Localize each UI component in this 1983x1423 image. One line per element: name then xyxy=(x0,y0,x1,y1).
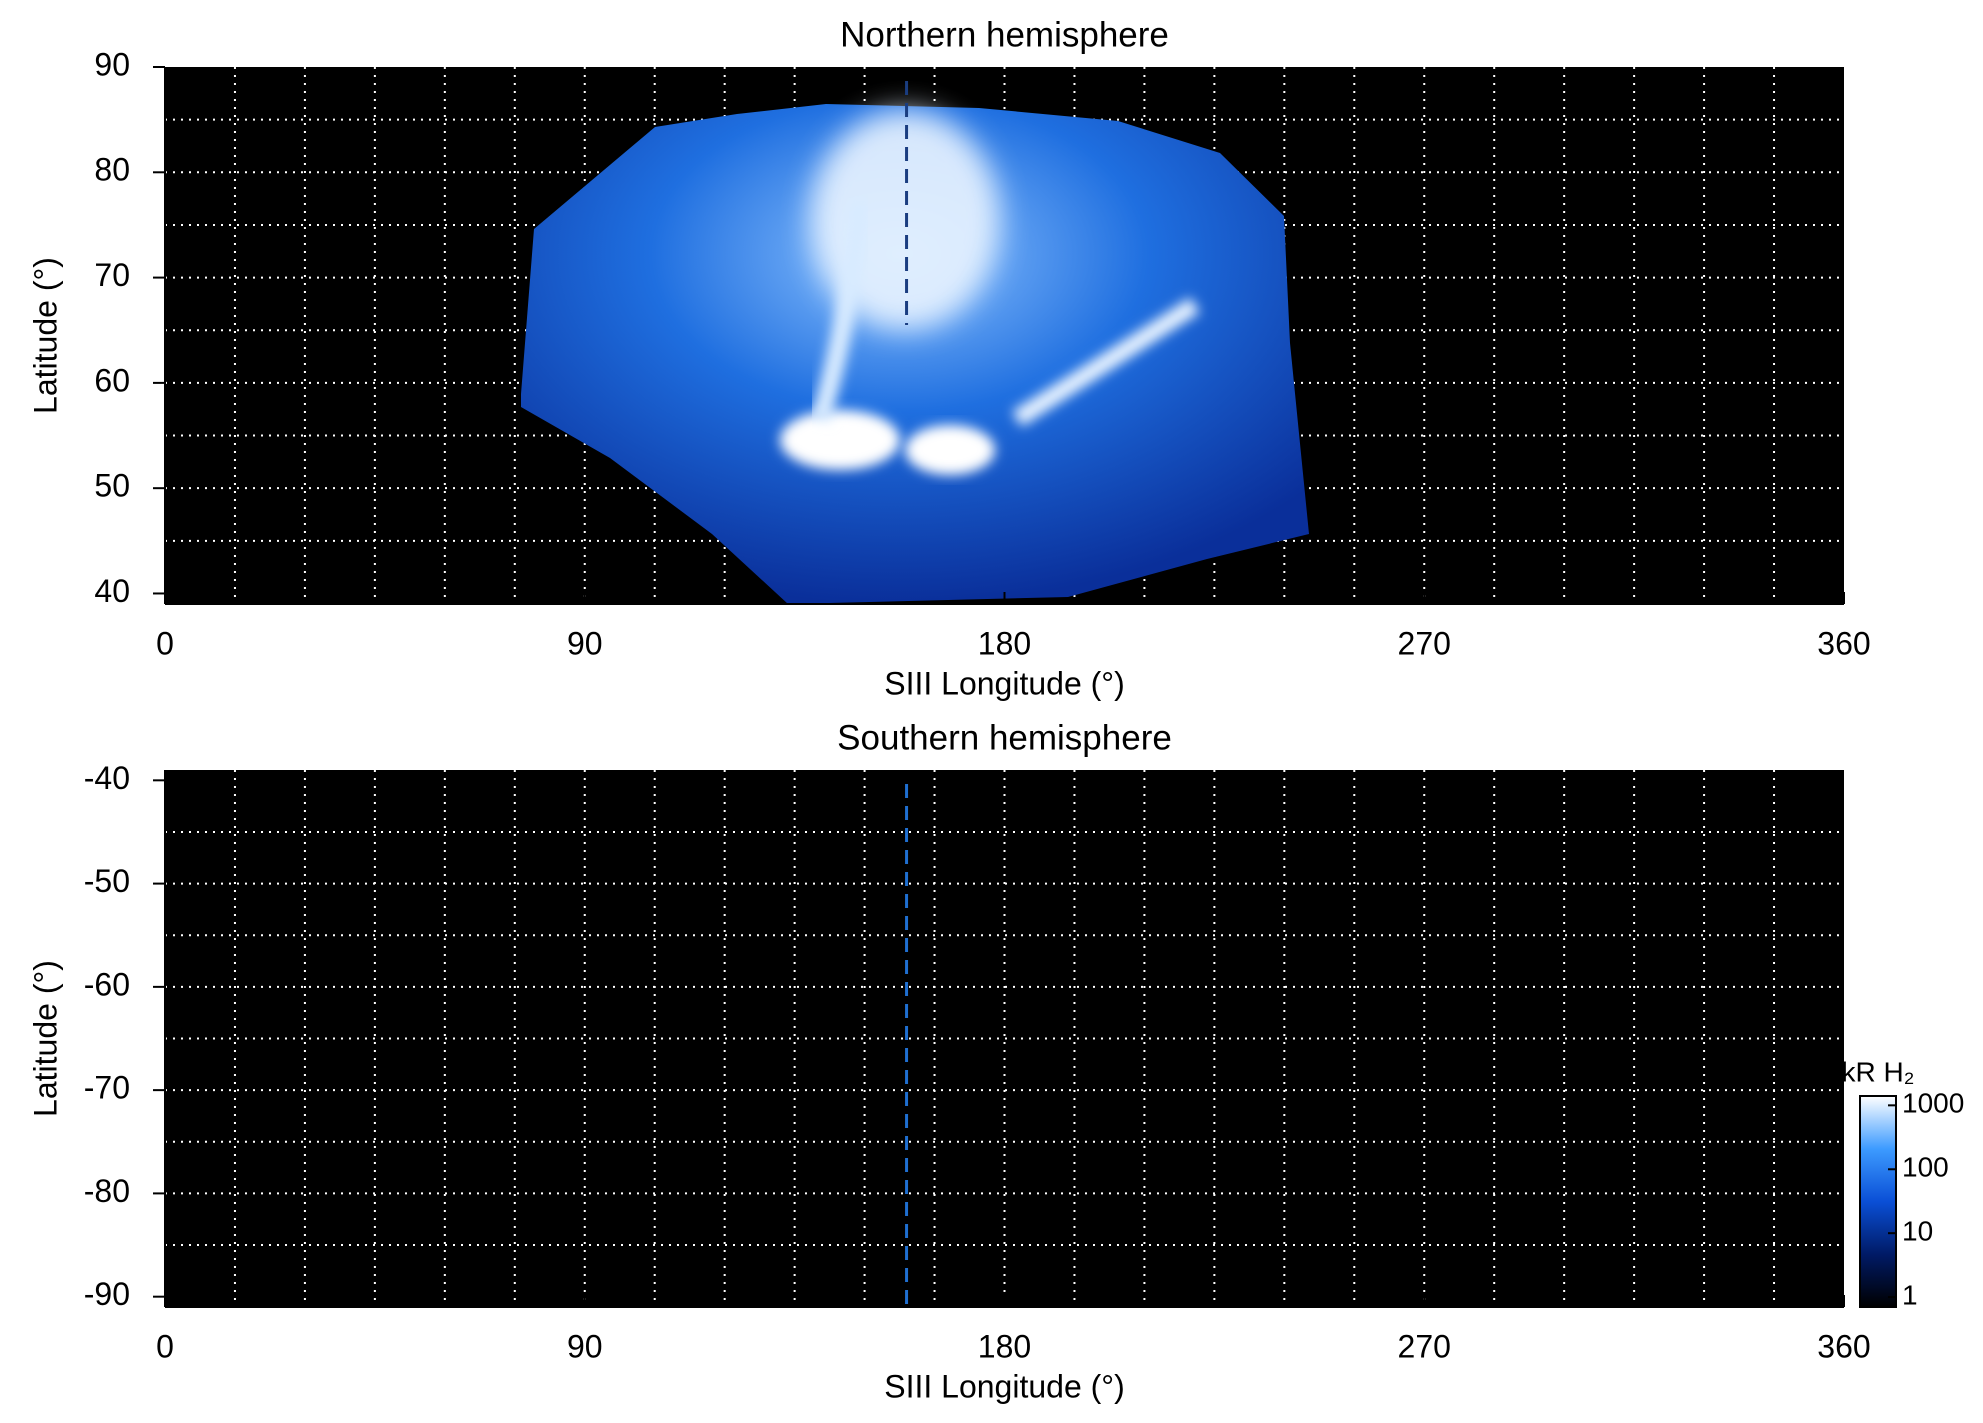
colorbar-tick-label: 10 xyxy=(1902,1216,1933,1247)
x-tick-label: 270 xyxy=(1398,625,1451,661)
colorbar-tick-label: 100 xyxy=(1902,1152,1949,1183)
x-tick-label: 180 xyxy=(978,625,1031,661)
emission-arc xyxy=(1012,297,1200,427)
x-tick-label: 90 xyxy=(567,1328,603,1364)
y-tick-label: -80 xyxy=(84,1173,130,1209)
y-tick-label: 80 xyxy=(94,152,130,188)
y-tick-label: 70 xyxy=(94,257,130,293)
emission-region xyxy=(521,104,1309,604)
y-tick-label: -40 xyxy=(84,760,130,796)
colorbar-tick-label: 1 xyxy=(1902,1279,1918,1310)
emission-arc xyxy=(810,199,870,423)
colorbar-tick-label: 1000 xyxy=(1902,1088,1964,1119)
x-axis-label: SIII Longitude (°) xyxy=(884,665,1124,701)
y-tick-label: -50 xyxy=(84,863,130,899)
y-axis-label: Latitude (°) xyxy=(27,257,63,414)
chart-title: Northern hemisphere xyxy=(840,15,1169,54)
y-tick-label: 60 xyxy=(94,362,130,398)
x-tick-label: 360 xyxy=(1817,625,1870,661)
x-tick-label: 0 xyxy=(156,1328,174,1364)
y-tick-label: -90 xyxy=(84,1276,130,1312)
x-tick-label: 270 xyxy=(1398,1328,1451,1364)
x-tick-label: 0 xyxy=(156,625,174,661)
x-tick-label: 360 xyxy=(1817,1328,1870,1364)
y-axis-label: Latitude (°) xyxy=(27,960,63,1117)
emission-image xyxy=(521,104,1309,604)
y-tick-label: -70 xyxy=(84,1070,130,1106)
y-tick-label: 90 xyxy=(94,46,130,82)
colorbar-title: kR H₂ xyxy=(1841,1056,1914,1087)
chart-title: Southern hemisphere xyxy=(837,718,1172,757)
y-tick-label: 40 xyxy=(94,573,130,609)
y-tick-label: -60 xyxy=(84,966,130,1002)
emission-bright xyxy=(905,425,995,475)
emission-bright xyxy=(780,410,900,470)
x-tick-label: 90 xyxy=(567,625,603,661)
colorbar xyxy=(1859,1095,1897,1308)
annotation-layer: Northern hemisphere 0 90 180 270 360 40 50 60 70 8… xyxy=(27,15,1964,1404)
y-tick-label: 50 xyxy=(94,468,130,504)
x-tick-label: 180 xyxy=(978,1328,1031,1364)
x-axis-label: SIII Longitude (°) xyxy=(884,1368,1124,1404)
